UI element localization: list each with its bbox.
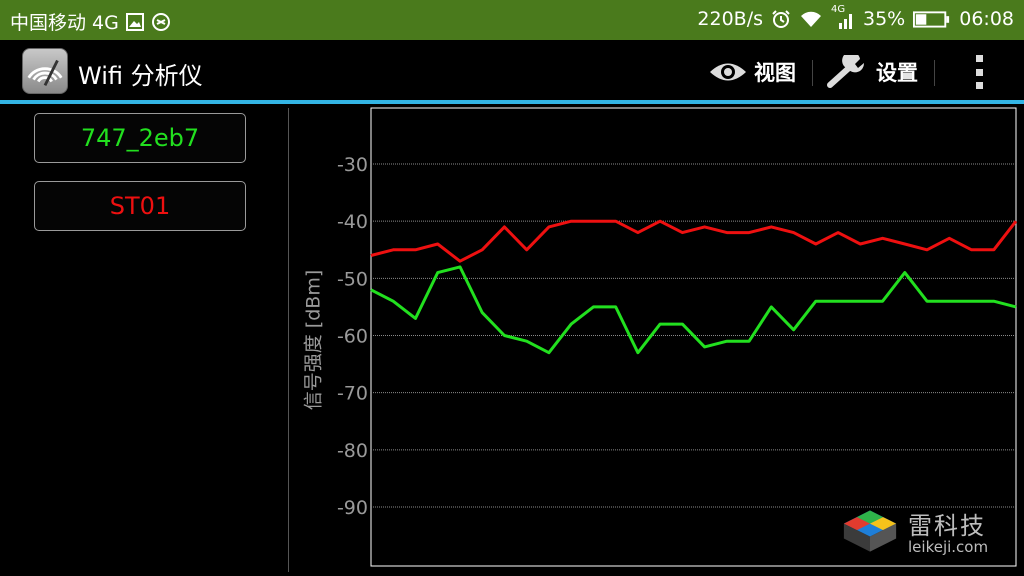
action-bar-underline bbox=[0, 100, 1024, 104]
battery-icon bbox=[913, 11, 950, 28]
menu-divider bbox=[812, 60, 813, 86]
y-tick-label: -60 bbox=[337, 326, 368, 348]
panel-divider bbox=[288, 108, 289, 572]
wifi-icon bbox=[801, 11, 821, 27]
settings-label: 设置 bbox=[876, 61, 918, 85]
battery-percent: 35% bbox=[863, 8, 906, 30]
y-tick-label: -80 bbox=[337, 440, 368, 462]
network-ssid: ST01 bbox=[109, 192, 171, 220]
settings-menu-button[interactable]: 设置 bbox=[826, 53, 918, 91]
wrench-icon bbox=[827, 55, 865, 88]
app-title: Wifi 分析仪 bbox=[78, 62, 203, 90]
y-tick-label: -50 bbox=[337, 268, 368, 290]
watermark: 雷科技 leikeji.com bbox=[842, 506, 1002, 560]
status-bar: 中国移动 4G 220B/s 4G 35% bbox=[0, 0, 1024, 40]
cell-signal-icon: 4G bbox=[831, 4, 855, 29]
view-label: 视图 bbox=[754, 61, 796, 85]
network-button-747-2eb7[interactable]: 747_2eb7 bbox=[34, 113, 246, 163]
image-notification-icon bbox=[125, 12, 144, 31]
y-tick-label: -40 bbox=[337, 211, 368, 233]
watermark-cn: 雷科技 bbox=[908, 512, 986, 540]
view-menu-button[interactable]: 视图 bbox=[708, 53, 796, 91]
leikeji-logo-icon bbox=[843, 510, 897, 552]
clock: 06:08 bbox=[959, 8, 1014, 30]
carrier-label: 中国移动 4G bbox=[10, 12, 119, 34]
y-tick-label: -90 bbox=[337, 497, 368, 519]
eye-icon bbox=[710, 63, 746, 81]
network-button-st01[interactable]: ST01 bbox=[34, 181, 246, 231]
signal-tag: 4G bbox=[831, 4, 846, 15]
app-icon[interactable] bbox=[22, 48, 68, 94]
net-speed: 220B/s bbox=[697, 8, 763, 30]
series-line-747-2eb7 bbox=[370, 265, 1017, 355]
watermark-en: leikeji.com bbox=[908, 538, 989, 556]
menu-divider bbox=[934, 60, 935, 86]
network-ssid: 747_2eb7 bbox=[80, 124, 200, 152]
y-tick-label: -30 bbox=[337, 154, 368, 176]
alarm-icon bbox=[772, 10, 790, 28]
series-line-st01 bbox=[370, 219, 1018, 263]
sync-notification-icon bbox=[151, 12, 170, 31]
overflow-menu-icon[interactable] bbox=[972, 55, 986, 89]
y-tick-label: -70 bbox=[337, 383, 368, 405]
wifi-analyzer-logo-icon bbox=[27, 59, 63, 86]
